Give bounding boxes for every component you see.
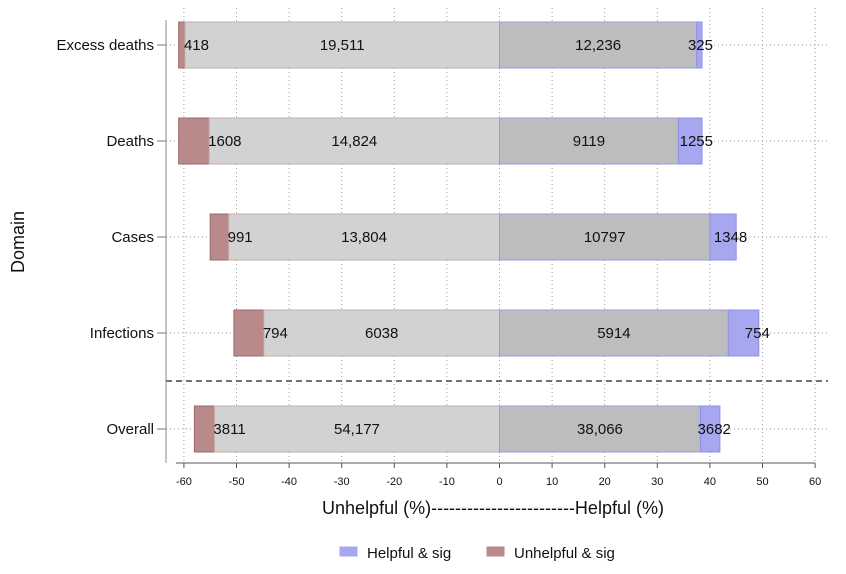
x-tick-label: -60 bbox=[176, 476, 192, 488]
x-tick-label: 60 bbox=[809, 476, 821, 488]
bar-value-label: 5914 bbox=[597, 325, 630, 342]
bar-helpful-sig bbox=[696, 21, 703, 69]
x-tick-label: -50 bbox=[229, 476, 245, 488]
bar-value-label: 1348 bbox=[714, 229, 747, 246]
bar-helpful-nonsig bbox=[499, 213, 711, 261]
bar-value-label: 418 bbox=[184, 37, 209, 54]
bar-unhelpful-sig bbox=[233, 309, 265, 357]
x-axis-title: Unhelpful (%)------------------------Hel… bbox=[322, 498, 664, 518]
legend-swatch bbox=[486, 546, 505, 557]
bar-helpful-nonsig bbox=[499, 117, 679, 165]
bar-value-label: 54,177 bbox=[334, 421, 380, 438]
category-label: Overall bbox=[106, 421, 154, 438]
x-tick-label: -10 bbox=[439, 476, 455, 488]
bar-unhelpful-nonsig bbox=[213, 405, 501, 453]
bar-value-label: 991 bbox=[228, 229, 253, 246]
data-labels: 418 19,511 12,236 325 Excess deaths 1608 14,82… bbox=[56, 37, 769, 438]
legend-label: Helpful & sig bbox=[367, 545, 451, 562]
x-tick-label: 50 bbox=[756, 476, 768, 488]
bar-helpful-sig bbox=[699, 405, 721, 453]
x-tick-label: 10 bbox=[546, 476, 558, 488]
bar-value-label: 13,804 bbox=[341, 229, 387, 246]
legend-swatch bbox=[339, 546, 358, 557]
bar-value-label: 14,824 bbox=[331, 133, 377, 150]
bar-value-label: 1608 bbox=[208, 133, 241, 150]
bar-value-label: 9119 bbox=[573, 133, 605, 150]
category-label: Cases bbox=[111, 229, 154, 246]
bar-value-label: 754 bbox=[745, 325, 770, 342]
x-tick-label: -30 bbox=[334, 476, 350, 488]
bar-helpful-nonsig bbox=[499, 21, 698, 69]
axes: -60 -50 -40 -30 -20 -10 0 10 20 30 40 50 60 bbox=[157, 20, 828, 488]
category-label: Infections bbox=[90, 325, 154, 342]
bar-unhelpful-sig bbox=[193, 405, 215, 453]
x-tick-label: 0 bbox=[496, 476, 502, 488]
y-axis-title: Domain bbox=[8, 211, 28, 273]
x-tick-label: 40 bbox=[704, 476, 716, 488]
bar-helpful-sig bbox=[709, 213, 737, 261]
bar-value-label: 3682 bbox=[698, 421, 731, 438]
bar-unhelpful-nonsig bbox=[228, 213, 501, 261]
bar-value-label: 325 bbox=[688, 37, 713, 54]
bar-value-label: 794 bbox=[263, 325, 288, 342]
x-tick-label: -40 bbox=[281, 476, 297, 488]
bar-helpful-sig bbox=[727, 309, 760, 357]
bar-value-label: 1255 bbox=[680, 133, 713, 150]
bar-unhelpful-sig bbox=[209, 213, 230, 261]
bar-value-label: 10797 bbox=[584, 229, 626, 246]
bar-helpful-nonsig bbox=[499, 309, 729, 357]
bars bbox=[178, 21, 760, 453]
bar-value-label: 38,066 bbox=[577, 421, 623, 438]
bar-value-label: 12,236 bbox=[575, 37, 621, 54]
legend: Helpful & sig Unhelpful & sig bbox=[339, 545, 615, 562]
bar-unhelpful-sig bbox=[178, 117, 210, 165]
bar-helpful-sig bbox=[677, 117, 703, 165]
category-label: Deaths bbox=[106, 133, 154, 150]
category-label: Excess deaths bbox=[56, 37, 154, 54]
legend-label: Unhelpful & sig bbox=[514, 545, 615, 562]
bar-helpful-nonsig bbox=[499, 405, 701, 453]
bar-unhelpful-nonsig bbox=[208, 117, 500, 165]
bar-value-label: 3811 bbox=[213, 421, 245, 438]
x-tick-label: -20 bbox=[386, 476, 402, 488]
bar-value-label: 6038 bbox=[365, 325, 398, 342]
bar-value-label: 19,511 bbox=[320, 37, 365, 54]
x-tick-label: 20 bbox=[599, 476, 611, 488]
bar-unhelpful-nonsig bbox=[263, 309, 500, 357]
x-tick-label: 30 bbox=[651, 476, 663, 488]
